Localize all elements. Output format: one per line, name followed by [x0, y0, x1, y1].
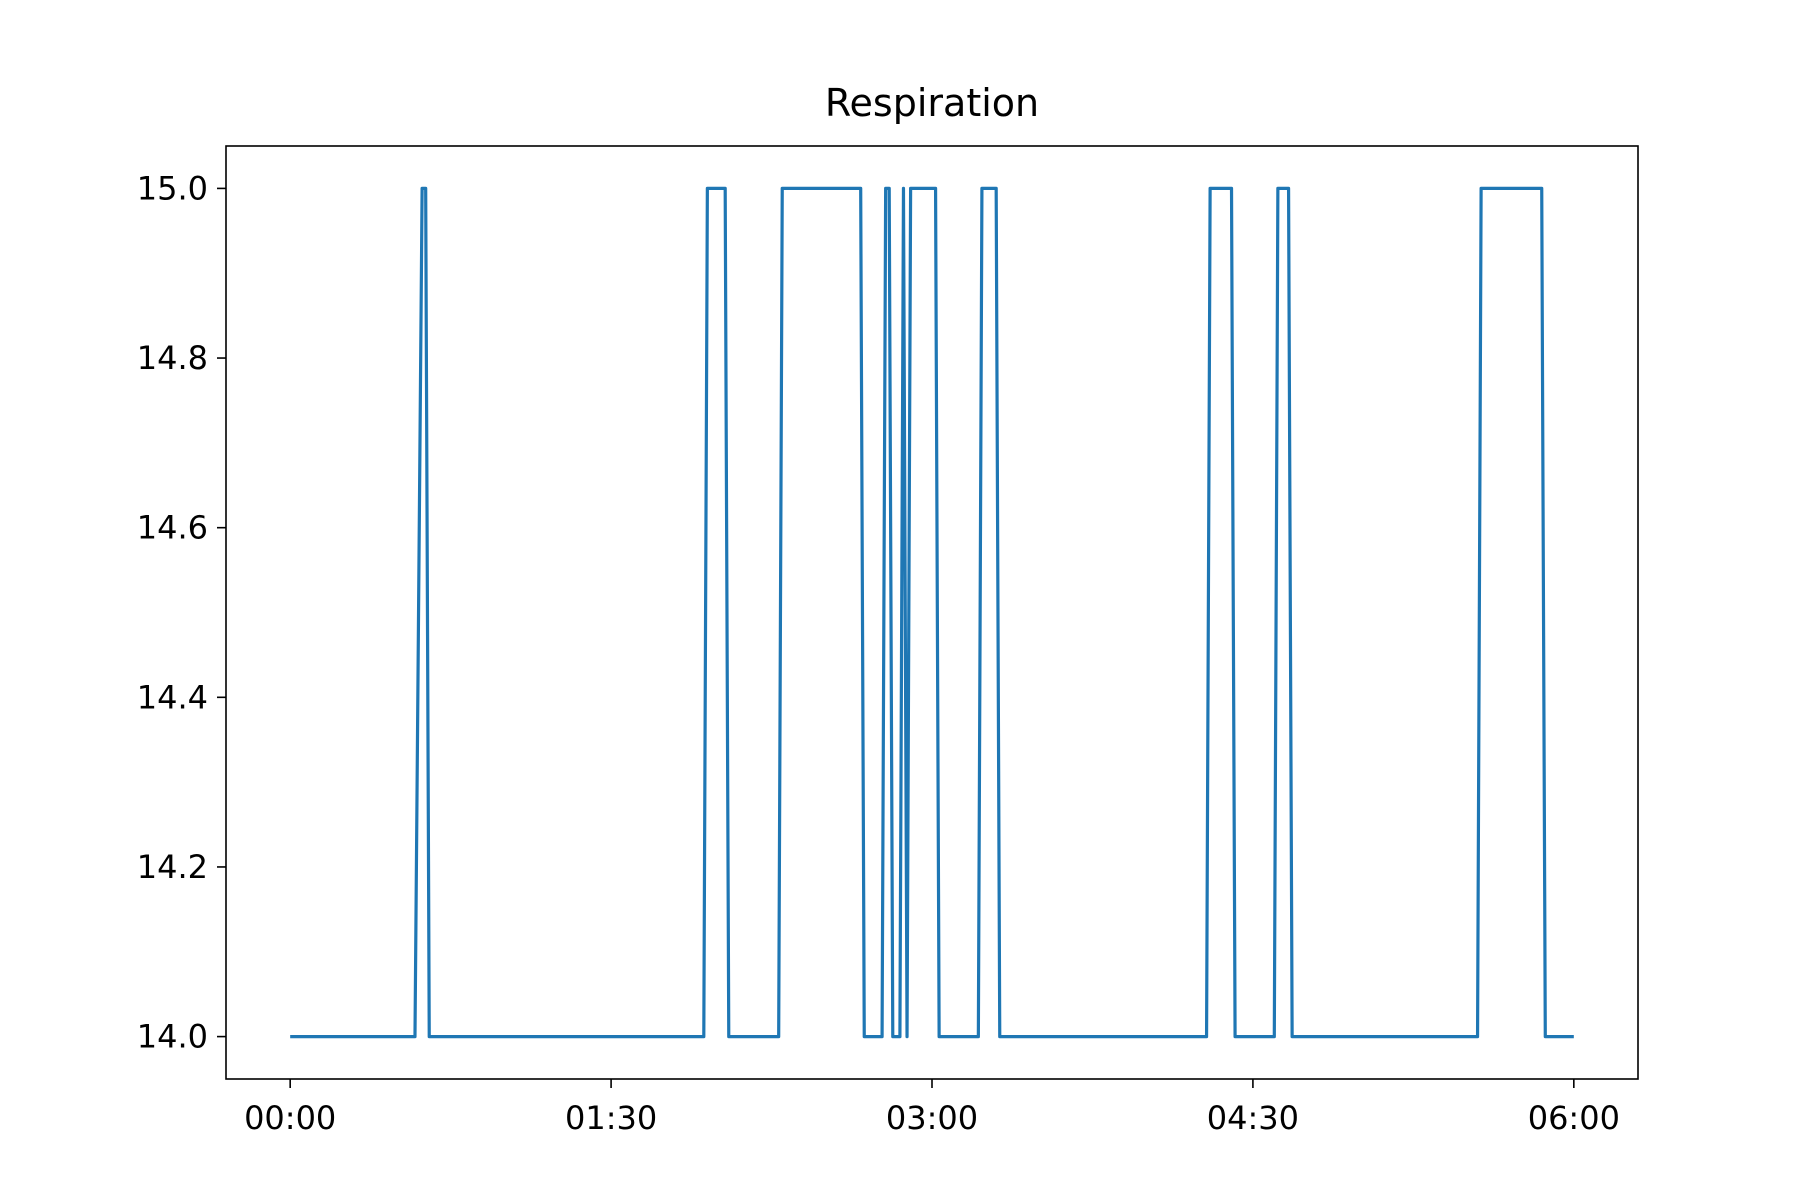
- x-tick-label: 06:00: [1528, 1099, 1620, 1137]
- x-axis: 00:00 01:30 03:00 04:30 06:00: [244, 1079, 1620, 1137]
- y-tick-label: 14.0: [137, 1018, 208, 1056]
- y-tick-label: 15.0: [137, 169, 208, 207]
- y-tick-label: 14.8: [137, 339, 208, 377]
- x-tick-label: 04:30: [1207, 1099, 1299, 1137]
- respiration-series-line: [290, 186, 1574, 1039]
- y-tick-label: 14.6: [137, 509, 208, 547]
- chart-title: Respiration: [825, 81, 1039, 125]
- y-tick-label: 14.4: [137, 678, 208, 716]
- x-tick-label: 00:00: [244, 1099, 336, 1137]
- y-tick-label: 14.2: [137, 848, 208, 886]
- x-tick-label: 01:30: [565, 1099, 657, 1137]
- y-axis: 14.0 14.2 14.4 14.6 14.8 15.0: [137, 169, 226, 1056]
- x-tick-label: 03:00: [886, 1099, 978, 1137]
